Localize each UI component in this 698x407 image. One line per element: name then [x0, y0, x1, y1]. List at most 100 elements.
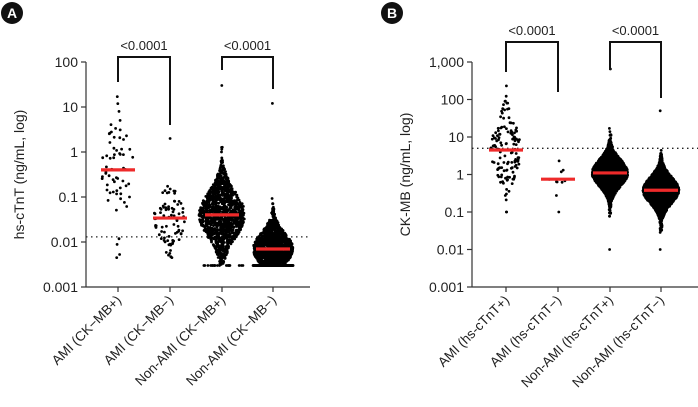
data-point	[517, 162, 521, 166]
data-point	[272, 221, 275, 225]
data-point	[172, 223, 176, 226]
group-2-points	[547, 159, 567, 214]
data-point	[224, 218, 228, 222]
data-point	[492, 161, 496, 164]
data-point	[237, 198, 241, 202]
data-point	[506, 130, 510, 134]
data-point	[115, 189, 119, 193]
data-point	[220, 170, 224, 174]
data-point	[285, 237, 288, 241]
data-point	[201, 211, 204, 214]
data-point	[210, 188, 214, 191]
data-point	[122, 153, 125, 157]
data-point	[218, 205, 222, 209]
data-point	[220, 158, 224, 162]
data-point	[215, 226, 219, 229]
data-point	[203, 210, 207, 213]
data-point	[266, 264, 269, 267]
data-point	[222, 256, 226, 259]
data-point	[233, 220, 236, 224]
data-point	[229, 187, 233, 191]
data-point	[208, 189, 212, 192]
data-point	[113, 153, 116, 157]
data-point	[257, 260, 261, 264]
data-point	[224, 174, 228, 178]
data-point	[217, 198, 221, 201]
y-tick-label: 1,000	[429, 54, 464, 70]
data-point	[219, 254, 223, 258]
data-point	[216, 228, 220, 232]
data-point	[154, 224, 158, 227]
data-point	[262, 238, 266, 242]
data-point	[115, 176, 118, 180]
data-point	[119, 192, 123, 196]
data-point	[229, 242, 233, 246]
data-point	[237, 220, 241, 224]
data-point	[503, 108, 506, 112]
data-point	[220, 252, 224, 255]
data-point	[282, 264, 285, 267]
data-point	[220, 160, 223, 164]
data-point	[270, 197, 274, 200]
data-point	[268, 240, 271, 244]
data-point	[108, 156, 112, 160]
data-point	[236, 224, 240, 227]
data-point	[234, 216, 238, 219]
data-point	[270, 259, 274, 263]
data-point	[508, 175, 511, 179]
data-point	[240, 205, 244, 209]
data-point	[225, 197, 229, 201]
data-point	[128, 195, 131, 199]
data-point	[285, 254, 289, 258]
data-point	[222, 181, 225, 185]
data-point	[282, 253, 286, 257]
data-point	[207, 226, 211, 230]
data-point	[174, 232, 177, 235]
data-point	[159, 211, 162, 215]
data-point	[219, 200, 223, 204]
data-point	[222, 230, 226, 233]
data-point	[210, 228, 214, 232]
data-point	[177, 238, 181, 242]
data-point	[217, 181, 221, 184]
data-point	[218, 167, 222, 171]
data-point	[557, 159, 561, 163]
data-point	[112, 146, 116, 150]
data-point	[118, 186, 122, 190]
data-point	[221, 210, 224, 214]
data-point	[216, 174, 219, 178]
data-point	[513, 131, 516, 135]
data-point	[500, 125, 504, 129]
panel-letter: A	[7, 5, 17, 21]
data-point	[207, 206, 211, 210]
data-point	[201, 220, 205, 224]
data-point	[229, 184, 232, 188]
data-point	[222, 193, 226, 197]
y-axis-label: hs-cTnT (ng/mL, log)	[11, 110, 27, 240]
data-point	[167, 235, 171, 238]
data-point	[112, 135, 116, 139]
data-point	[173, 189, 177, 193]
data-point	[234, 228, 238, 232]
data-point	[119, 197, 122, 201]
data-point	[159, 207, 163, 211]
data-point	[504, 94, 508, 98]
data-point	[237, 264, 241, 267]
panel-letter-badge	[1, 2, 23, 24]
data-point	[270, 223, 273, 226]
data-point	[207, 236, 210, 239]
data-point	[162, 205, 166, 209]
data-point	[509, 131, 513, 135]
data-point	[205, 201, 209, 205]
data-point	[116, 102, 120, 105]
data-point	[276, 224, 280, 228]
data-point	[213, 244, 216, 247]
data-point	[504, 198, 508, 202]
data-point	[234, 208, 237, 212]
data-point	[162, 214, 166, 218]
data-point	[220, 150, 223, 154]
group-1-points	[100, 95, 135, 259]
data-point	[264, 242, 268, 246]
data-point	[503, 154, 507, 158]
data-point	[507, 189, 511, 193]
